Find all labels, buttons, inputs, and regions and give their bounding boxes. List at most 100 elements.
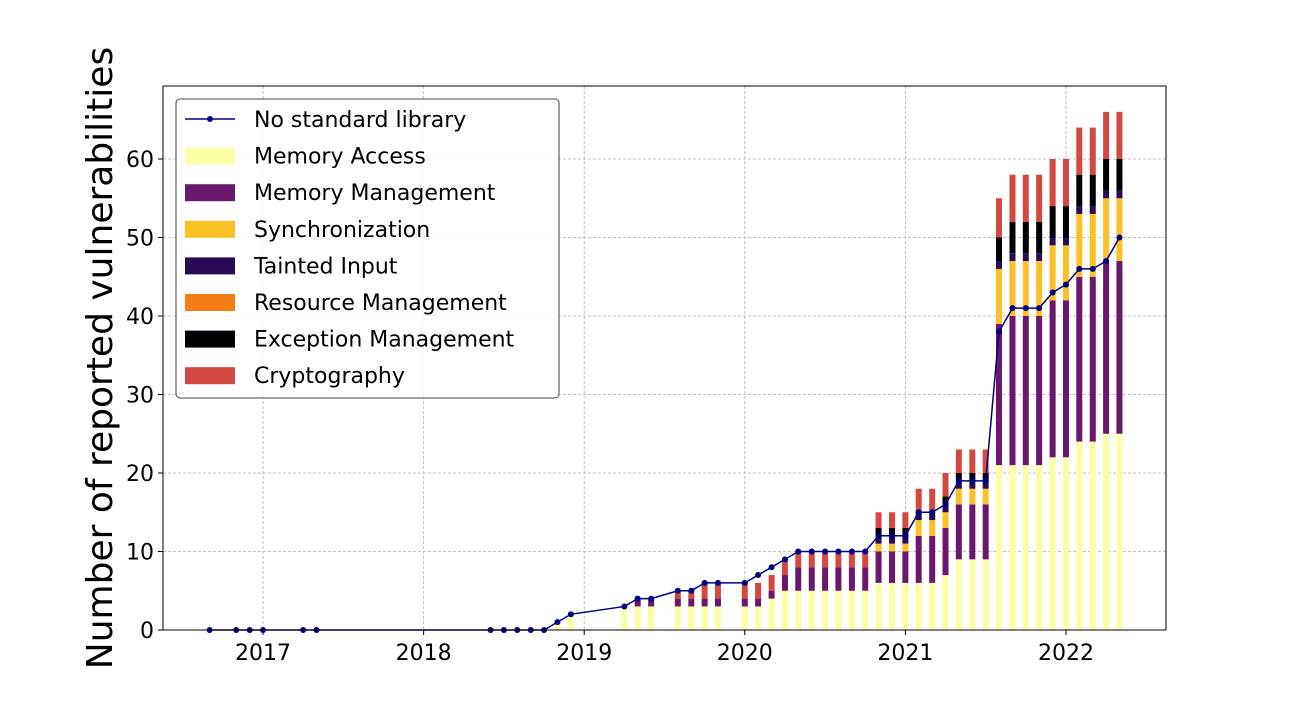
bar-segment [714,598,721,607]
bar-segment [875,535,882,544]
y-tick-label: 60 [126,148,154,173]
bar-segment [995,237,1002,262]
line-point [955,477,962,484]
line-point [848,548,855,555]
bar-segment [942,496,949,505]
bar-segment [701,606,708,630]
bar-segment [648,598,655,607]
bar-segment [755,582,762,599]
line-point [634,595,641,602]
x-tick-label: 2019 [556,641,612,666]
y-tick-label: 20 [126,462,154,487]
bar-segment [1049,457,1056,630]
bar-segment [768,598,775,630]
line-point [808,548,815,555]
bar-segment [741,598,748,607]
line-point [701,579,708,586]
bar-segment [942,527,949,576]
bar-segment [902,551,909,583]
bar-segment [1076,206,1083,214]
line-point [875,532,882,539]
bar-segment [1116,190,1123,199]
bar-segment [915,512,922,521]
bar-segment [1036,465,1043,630]
bar-segment [1116,111,1123,160]
line-point [889,532,896,539]
bar-segment [701,582,708,599]
bar-segment [929,520,936,536]
bar-segment [1022,261,1029,317]
bar-segment [942,512,949,528]
bar-segment [1076,276,1083,442]
bar-segment [955,473,962,481]
bar-segment [982,504,989,560]
bar-segment [982,449,989,474]
line-point [1103,258,1110,265]
bar-segment [1049,206,1056,238]
bar-segment [902,535,909,544]
bar-segment [915,520,922,536]
bar-segment [1049,159,1056,207]
bar-segment [1049,245,1056,301]
line-point [1049,289,1056,296]
bar-segment [795,551,802,568]
y-tick-label: 0 [140,619,154,644]
bar-segment [714,606,721,630]
bar-segment [995,268,1002,324]
bar-segment [875,512,882,528]
bar-segment [1116,433,1123,630]
bar-segment [1103,111,1110,160]
bar-segment [902,512,909,528]
bar-segment [875,551,882,583]
legend-label: No standard library [254,108,466,133]
bar-segment [942,575,949,630]
legend-label: Exception Management [254,328,515,353]
bar-segment [1116,159,1123,191]
line-point [741,579,748,586]
x-tick-label: 2018 [396,641,452,666]
x-tick-label: 2017 [235,641,291,666]
bar-segment [808,567,815,591]
bar-segment [1009,174,1016,222]
bar-segment [1062,237,1069,246]
bar-segment [915,535,922,583]
bar-segment [982,480,989,489]
bar-segment [1103,433,1110,630]
y-tick-label: 10 [126,541,154,566]
bar-segment [875,543,882,552]
line-point [915,509,922,516]
line-point [674,587,681,594]
line-point [567,611,574,618]
bar-segment [1036,261,1043,317]
line-point [768,564,775,571]
bar-segment [929,488,936,513]
bar-segment [995,465,1002,630]
bar-segment [1036,316,1043,466]
line-point [1036,305,1043,312]
line-point [822,548,829,555]
bar-segment [902,527,909,536]
line-point [942,501,949,508]
bar-segment [889,527,896,536]
bar-segment [795,590,802,630]
bar-segment [755,598,762,607]
bar-segment [674,598,681,607]
bar-segment [835,567,842,591]
line-point [781,556,788,563]
bar-segment [1036,253,1043,262]
bar-segment [781,590,788,630]
bar-segment [741,582,748,599]
bar-segment [1076,174,1083,207]
legend-label: Synchronization [254,218,430,243]
legend-marker [207,116,213,122]
line-point [982,477,989,484]
bar-segment [1049,237,1056,246]
bar-segment [942,473,949,497]
bar-segment [1089,213,1096,277]
bar-segment [567,614,574,630]
legend-label: Tainted Input [253,254,398,279]
bar-segment [889,543,896,552]
bar-segment [969,473,976,481]
bar-segment [1103,261,1110,434]
bar-segment [969,559,976,630]
